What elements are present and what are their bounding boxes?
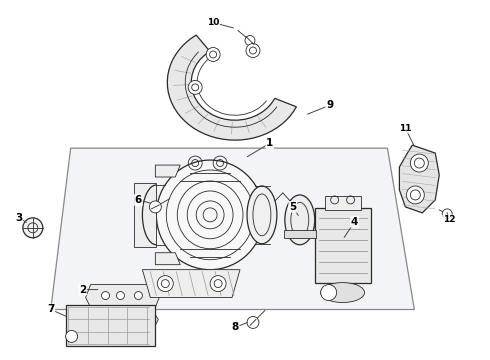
Text: 9: 9	[326, 100, 333, 110]
Text: 7: 7	[47, 305, 54, 315]
Circle shape	[246, 44, 260, 58]
Circle shape	[210, 276, 226, 292]
Text: 12: 12	[443, 215, 456, 224]
Circle shape	[245, 36, 255, 45]
Bar	[66, 305, 155, 346]
Ellipse shape	[321, 283, 365, 302]
Text: 2: 2	[79, 284, 86, 294]
Circle shape	[188, 80, 202, 94]
Ellipse shape	[247, 186, 277, 244]
Polygon shape	[399, 145, 439, 213]
Polygon shape	[155, 165, 180, 177]
Polygon shape	[88, 311, 158, 329]
Polygon shape	[167, 35, 296, 140]
Ellipse shape	[156, 160, 264, 270]
Text: 4: 4	[351, 217, 358, 227]
Text: 6: 6	[135, 195, 142, 205]
Polygon shape	[51, 148, 415, 310]
Text: 5: 5	[289, 202, 296, 212]
Circle shape	[134, 292, 143, 300]
Text: 3: 3	[15, 213, 23, 223]
Circle shape	[149, 201, 161, 213]
Text: 8: 8	[231, 323, 239, 332]
Polygon shape	[86, 285, 160, 307]
Text: 1: 1	[266, 138, 273, 148]
Ellipse shape	[285, 195, 315, 245]
Circle shape	[101, 292, 110, 300]
Circle shape	[406, 186, 424, 204]
Polygon shape	[143, 270, 240, 298]
Bar	[284, 230, 316, 238]
Circle shape	[410, 154, 428, 172]
Bar	[325, 196, 361, 210]
Circle shape	[23, 218, 43, 238]
Bar	[134, 183, 156, 247]
Circle shape	[247, 316, 259, 328]
Text: 10: 10	[207, 18, 220, 27]
Circle shape	[157, 276, 173, 292]
Circle shape	[117, 292, 124, 300]
Polygon shape	[155, 253, 180, 265]
Text: 11: 11	[399, 124, 412, 133]
Circle shape	[321, 285, 337, 301]
Circle shape	[206, 48, 220, 62]
Circle shape	[66, 330, 77, 342]
Bar	[315, 208, 370, 283]
Circle shape	[442, 209, 452, 219]
